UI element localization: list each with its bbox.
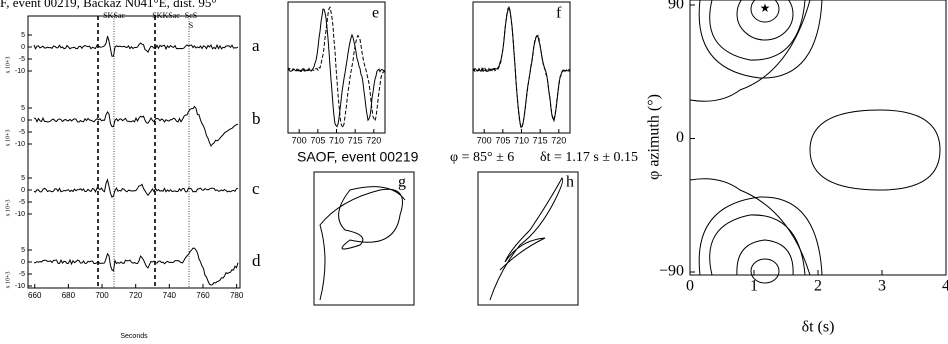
x-tick-label: 715 — [533, 135, 548, 145]
x-tick-label: 740 — [163, 291, 177, 300]
caption-phi: φ = 85° ± 6 — [450, 150, 514, 165]
x-tick-label: 705 — [310, 135, 325, 145]
waveform — [472, 6, 571, 129]
panel-label: f — [556, 5, 562, 22]
minimum-star: ★ — [760, 1, 771, 15]
caption-dt: δt = 1.17 s ± 0.15 — [540, 150, 638, 165]
y-tick-label: -5 — [19, 56, 25, 63]
y-tick-label: 5 — [21, 175, 25, 182]
seismogram — [33, 178, 239, 199]
seismogram — [33, 105, 239, 147]
x-tick-label: 720 — [129, 291, 143, 300]
x-tick-label: 720 — [551, 135, 566, 145]
x-tick-label: 760 — [196, 291, 210, 300]
y-tick-label: -5 — [19, 129, 25, 136]
phase-label: S — [189, 21, 193, 30]
caption-station: SAOF, event 00219 — [297, 149, 419, 165]
particle-motion — [319, 186, 406, 301]
y-unit: x 10+3 — [5, 130, 11, 147]
trace-label: c — [252, 179, 260, 198]
y-tick-label: -10 — [15, 211, 25, 218]
panel-label: g — [398, 174, 406, 191]
contour-frame — [689, 0, 947, 276]
x-tick-label: 700 — [95, 291, 109, 300]
trace-label: b — [252, 109, 261, 128]
x-tick-label: 1 — [750, 278, 758, 295]
y-tick-label: −90 — [659, 263, 684, 280]
y-unit: x 10+3 — [5, 272, 11, 289]
y-tick-label: 5 — [21, 105, 25, 112]
y-tick-label: 90 — [668, 0, 684, 13]
y-unit: x 10+3 — [5, 57, 11, 74]
waveform — [287, 8, 386, 128]
y-tick-label: -5 — [19, 199, 25, 206]
y-tick-label: -10 — [15, 283, 25, 290]
y-tick-label: 5 — [21, 32, 25, 39]
y-tick-label: 0 — [21, 259, 25, 266]
panel-h-frame — [477, 171, 579, 306]
left-xlabel: Seconds — [120, 333, 148, 340]
x-tick-label: 4 — [942, 278, 948, 295]
y-tick-label: 0 — [21, 117, 25, 124]
x-tick-label: 700 — [477, 135, 492, 145]
x-tick-label: 660 — [28, 291, 42, 300]
waveform — [287, 6, 386, 129]
y-tick-label: 0 — [676, 129, 684, 146]
y-unit: x 10+3 — [5, 200, 11, 217]
x-tick-label: 720 — [366, 135, 381, 145]
seismogram — [33, 36, 239, 57]
panel-g-frame — [313, 171, 415, 306]
x-tick-label: 680 — [62, 291, 76, 300]
phase-label: SKSac — [103, 11, 125, 20]
x-tick-label: 700 — [292, 135, 307, 145]
panel-label: h — [566, 174, 574, 191]
waveform — [472, 6, 571, 129]
y-tick-label: 0 — [21, 44, 25, 51]
phase-label: ScS — [185, 11, 197, 20]
y-tick-label: -10 — [15, 141, 25, 148]
trace-label: a — [252, 36, 260, 55]
particle-motion — [489, 177, 564, 301]
x-tick-label: 705 — [495, 135, 510, 145]
x-tick-label: 3 — [878, 278, 886, 295]
x-tick-label: 710 — [329, 135, 344, 145]
y-tick-label: -10 — [15, 68, 25, 75]
left-frame — [27, 15, 241, 289]
trace-label: d — [252, 251, 261, 270]
y-tick-label: 0 — [21, 187, 25, 194]
contour-xlabel: δt (s) — [802, 319, 835, 336]
x-tick-label: 0 — [686, 278, 694, 295]
x-tick-label: 780 — [230, 291, 244, 300]
contours — [689, 0, 941, 284]
y-tick-label: 5 — [21, 247, 25, 254]
x-tick-label: 715 — [348, 135, 363, 145]
contour-ylabel: φ azimuth (°) — [646, 94, 663, 180]
x-tick-label: 2 — [814, 278, 822, 295]
x-tick-label: 710 — [514, 135, 529, 145]
phase-label: SKKSac — [152, 11, 180, 20]
y-tick-label: -5 — [19, 271, 25, 278]
left-title: F, event 00219, Backaz N041°E, dist. 95° — [0, 0, 217, 10]
seismogram — [33, 247, 239, 286]
panel-label: e — [372, 5, 379, 22]
